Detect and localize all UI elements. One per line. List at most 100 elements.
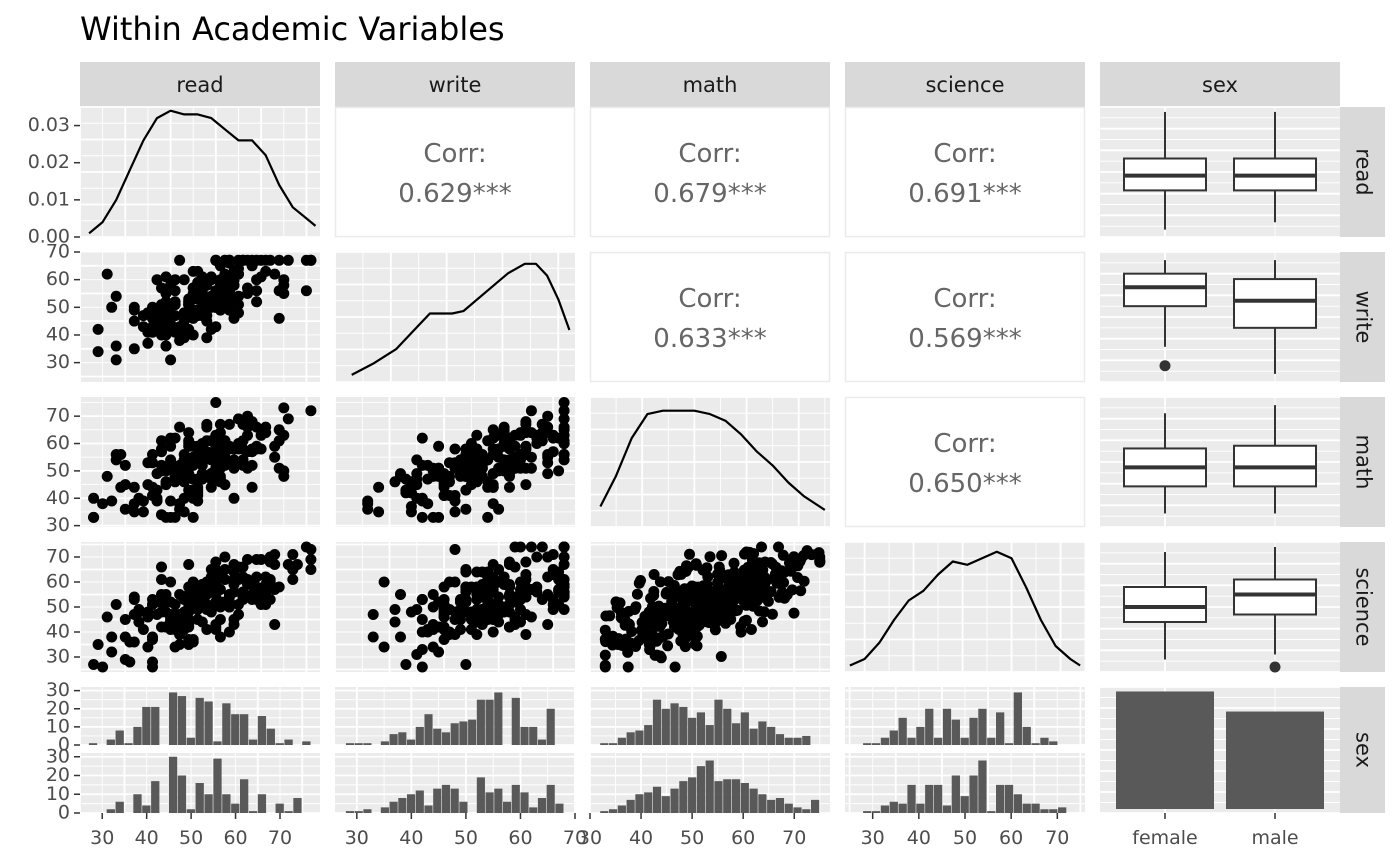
scatter-point (201, 421, 213, 433)
scatter-point (178, 274, 190, 286)
scatter-point (536, 418, 548, 430)
scatter-point (196, 285, 208, 297)
histogram-bar (784, 737, 793, 745)
histogram-bar (380, 807, 389, 813)
scatter-point (504, 581, 515, 593)
scatter-point (520, 556, 532, 568)
histogram-bar (652, 786, 662, 813)
scatter-point (487, 626, 499, 638)
scatter-point (520, 440, 532, 452)
x-tick-label: 40 (135, 827, 159, 849)
histogram-bar (433, 788, 442, 813)
scatter-point (92, 323, 104, 335)
strip-row-label-math: math (1352, 435, 1376, 490)
scatter-point (735, 621, 747, 633)
scatter-point (487, 584, 499, 595)
strip-label-math: math (683, 73, 738, 97)
histogram-bar (468, 719, 477, 745)
scatter-point (110, 340, 122, 352)
scatter-point (201, 584, 213, 595)
histogram-male (845, 753, 1085, 814)
box-outlier (1269, 661, 1281, 673)
box-male (1233, 405, 1317, 514)
scatter-point (547, 569, 559, 580)
scatter-point (192, 604, 204, 615)
scatter-point (201, 332, 213, 344)
x-tick-label: 40 (399, 827, 423, 849)
histogram-bar (186, 809, 195, 813)
corr-label: Corr: (933, 284, 996, 314)
histogram-panel-write (335, 687, 576, 814)
scatter-point (716, 584, 728, 596)
scatter-point (165, 495, 177, 507)
scatter-point (110, 290, 122, 302)
histogram-bar (898, 717, 907, 745)
scatter-point (210, 397, 222, 408)
scatter-point (743, 577, 755, 589)
scatter-point (269, 619, 281, 630)
scatter-point (201, 315, 213, 327)
scatter-point (449, 629, 461, 640)
histogram-bar (284, 811, 293, 813)
scatter-point (622, 638, 634, 649)
scatter-point (427, 465, 439, 477)
scatter-point (773, 541, 784, 553)
scatter-point (273, 581, 285, 593)
y-tick-label: 30 (46, 646, 70, 668)
scatter-point (698, 609, 710, 621)
x-tick-label: 60 (508, 827, 532, 849)
scatter-point (471, 629, 483, 640)
scatter-point (416, 661, 428, 673)
scatter-point (599, 661, 611, 673)
histogram-bar (407, 739, 416, 745)
histogram-bar (644, 725, 653, 745)
histogram-bar (151, 706, 160, 745)
scatter-point (178, 449, 190, 460)
histogram-male (335, 753, 576, 814)
histogram-bar (398, 798, 407, 813)
scatter-point (169, 511, 181, 523)
boxplot-panel-read (1100, 106, 1340, 238)
scatter-point (169, 299, 181, 311)
scatter-point (169, 599, 181, 610)
scatter-point (178, 457, 190, 469)
x-tick-label: 60 (223, 827, 247, 849)
scatter-point (233, 561, 244, 573)
scatter-point (269, 440, 281, 452)
scatter-point (427, 641, 439, 653)
histogram-bar (450, 788, 459, 813)
corr-value: 0.629*** (398, 179, 511, 209)
scatter-point (643, 611, 655, 622)
scatter-point (662, 628, 674, 640)
scatter-point (156, 326, 167, 338)
scatter-point (558, 397, 570, 408)
scatter-point (174, 421, 186, 433)
scatter-point (165, 576, 177, 588)
histogram-bar (363, 809, 372, 813)
x-tick-label: female (1132, 827, 1198, 849)
scatter-point (686, 610, 698, 622)
y-tick-label: 0 (58, 734, 70, 756)
histogram-bar (705, 760, 714, 813)
scatter-point (137, 624, 149, 635)
histogram-bar (740, 783, 749, 813)
scatter-point (110, 354, 122, 366)
scatter-point (788, 607, 800, 619)
scatter-point (291, 559, 303, 570)
histogram-bar (626, 799, 635, 813)
scatter-point (147, 661, 158, 673)
scatter-point (531, 586, 543, 598)
scatter-point (482, 511, 494, 523)
y-tick-label: 30 (46, 745, 70, 767)
x-tick-label: male (1251, 827, 1298, 849)
histogram-bar (969, 775, 978, 813)
histogram-bar (933, 784, 943, 813)
x-tick-label: 30 (90, 827, 114, 849)
histogram-bar (222, 703, 231, 745)
scatter-point (246, 481, 258, 493)
histogram-bar (916, 803, 925, 813)
scatter-point (645, 592, 657, 604)
x-tick-label: 70 (782, 827, 806, 849)
scatter-point (438, 581, 450, 593)
